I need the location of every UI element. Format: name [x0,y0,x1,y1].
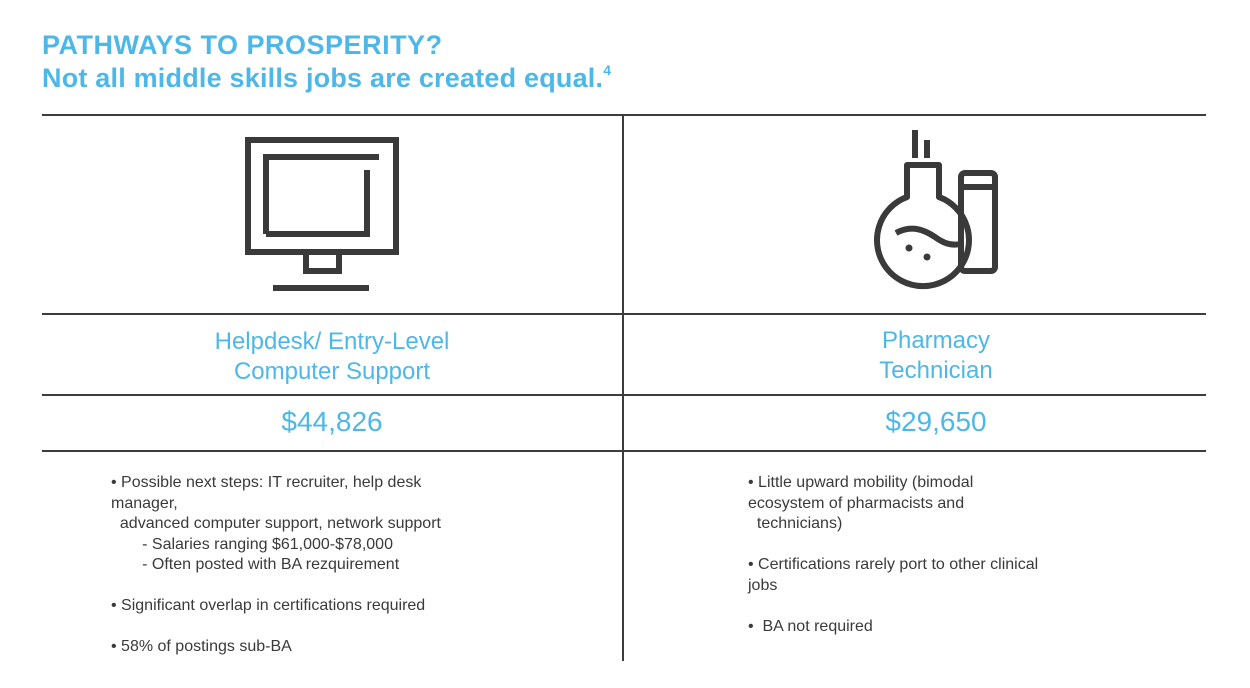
right-salary: $29,650 [885,406,987,437]
detail-line: • Significant overlap in certifications … [111,597,426,614]
detail-line: • 58% of postings sub-BA [111,638,292,655]
detail-line: • Little upward mobility (bimodal [748,474,974,491]
detail-line: • Certifications rarely port to other cl… [748,556,1039,573]
right-job-title: Pharmacy Technician [646,326,1226,386]
flask-test-tube-icon [874,130,998,290]
detail-line [748,596,1038,617]
detail-line [111,576,441,597]
detail-line: - Often posted with BA rezquirement [111,556,400,573]
detail-line: jobs [748,576,778,594]
title-row-rule [42,394,1206,396]
center-divider [622,115,624,661]
left-salary: $44,826 [281,406,383,437]
left-job-title-line2: Computer Support [233,358,431,385]
page-title: PATHWAYS TO PROSPERITY? [42,30,443,60]
icon-row-rule [42,313,1206,315]
detail-line: • BA not required [748,617,873,635]
detail-line: manager, [111,494,178,512]
detail-line: technicians) [748,515,843,532]
right-job-title-line2: Technician [879,357,993,384]
detail-line: • Possible next steps: IT recruiter, hel… [111,474,422,491]
detail-line [748,535,1038,556]
page-subtitle: Not all middle skills jobs are created e… [42,62,611,94]
detail-line: ecosystem of pharmacists and [748,494,965,512]
top-rule [42,114,1206,116]
salary-row-rule [42,450,1206,452]
right-details: • Little upward mobility (bimodal ecosys… [748,473,1038,637]
left-job-title: Helpdesk/ Entry-Level Computer Support [42,327,622,387]
footnote-marker: 4 [603,62,612,78]
right-job-title-line1: Pharmacy [881,327,991,354]
detail-line: advanced computer support, network suppo… [111,515,441,532]
left-details: • Possible next steps: IT recruiter, hel… [111,473,441,658]
computer-monitor-icon [245,137,399,291]
left-job-title-line1: Helpdesk/ Entry-Level [214,328,450,355]
detail-line: - Salaries ranging $61,000-$78,000 [111,535,393,553]
subtitle-text: Not all middle skills jobs are created e… [42,63,604,93]
detail-line [111,617,441,638]
